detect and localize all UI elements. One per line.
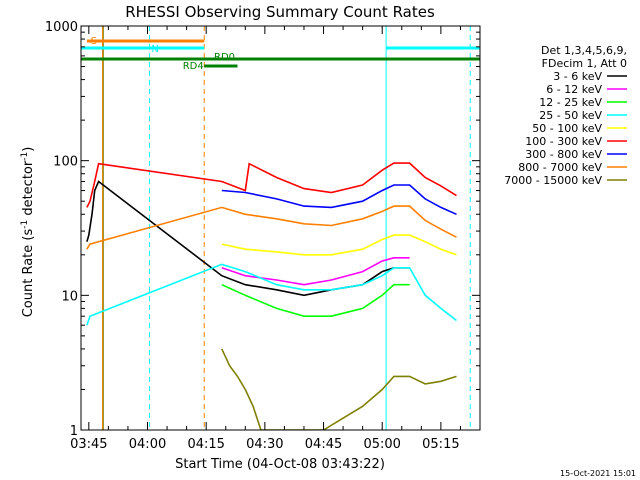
y-ticks: 1 10 100 1000 [45,20,480,439]
x-tick-label: 04:00 [129,437,166,452]
series-line [221,283,410,318]
legend-label: 800 - 7000 keV [518,161,602,174]
flag-label: RD0 [214,52,235,63]
y-tick-label: 1000 [45,20,78,35]
spacecraft-boundary-lines [102,26,471,430]
flag-label: S [91,36,97,47]
legend: Det 1,3,4,5,6,9, FDecim 1, Att 0 3 - 6 k… [504,44,627,187]
legend-header-line2: FDecim 1, Att 0 [542,57,627,70]
flag-label: N [151,44,158,55]
x-tick-label: 03:45 [70,437,107,452]
plot-frame [80,25,481,431]
x-tick-label: 04:15 [187,437,224,452]
legend-label: 12 - 25 keV [539,96,602,109]
legend-label: 300 - 800 keV [525,148,602,161]
series-line [86,205,457,250]
generation-timestamp: 15-Oct-2021 15:01 [560,469,636,478]
y-axis-label: Count Rate (s-1 detector-1) [20,147,36,318]
x-tick-label: 05:15 [422,437,459,452]
legend-header-line1: Det 1,3,4,5,6,9, [541,44,627,57]
series-line [221,256,410,286]
x-axis-label: Start Time (04-Oct-08 03:43:22) [175,457,385,472]
y-tick-label: 100 [53,155,78,170]
data-series [86,162,457,430]
x-tick-label: 05:00 [363,437,400,452]
series-line [86,263,457,326]
legend-label: 7000 - 15000 keV [504,174,602,187]
series-line [221,184,457,216]
legend-label: 50 - 100 keV [532,122,602,135]
series-line [221,234,457,256]
y-tick-label: 1 [70,424,78,439]
series-line [221,348,457,430]
flag-label: RD4 [183,61,204,72]
x-tick-label: 04:30 [246,437,283,452]
legend-label: 3 - 6 keV [553,70,602,83]
series-line [86,180,410,297]
series-line [86,162,457,208]
flag-bars: S N RD0 RD4 [81,36,480,72]
legend-label: 25 - 50 keV [539,109,602,122]
x-ticks: 03:45 04:00 04:15 04:30 04:45 05:00 05:15 [70,26,461,452]
x-tick-label: 04:45 [305,437,342,452]
legend-label: 100 - 300 keV [525,135,602,148]
chart-title: RHESSI Observing Summary Count Rates [125,3,435,21]
legend-label: 6 - 12 keV [546,83,602,96]
y-tick-label: 10 [61,289,78,304]
